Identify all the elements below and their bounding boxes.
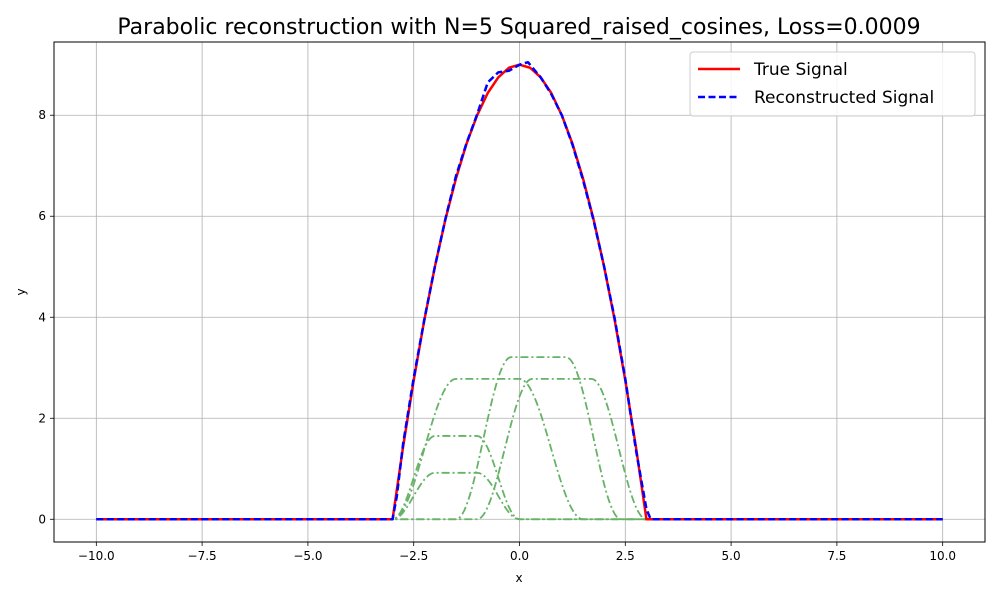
legend: True Signal Reconstructed Signal [689,51,976,117]
series-line-basis-function [96,435,943,521]
series-line-basis-function [96,377,943,521]
x-tick-label: 7.5 [827,549,846,563]
series-line-reconstructed-signal [96,60,943,521]
y-tick-label: 6 [38,209,46,223]
x-tick-label: −5.0 [293,549,322,563]
x-tick-label: −10.0 [78,549,115,563]
x-tick-label: 5.0 [722,549,741,563]
legend-label-true-signal: True Signal [753,60,848,80]
chart-title: Parabolic reconstruction with N=5 Square… [117,15,920,40]
x-axis-label: x [515,571,522,585]
ticks: −10.0 −7.5 −5.0 −2.5 0.0 2.5 5.0 7.5 10.0 0 2 4 6 8 [38,108,956,563]
x-tick-label: −7.5 [188,549,217,563]
x-tick-label: 0.0 [510,549,529,563]
y-tick-label: 2 [38,411,46,425]
y-axis-label: y [14,288,28,295]
legend-box [689,51,976,117]
x-tick-label: −2.5 [399,549,428,563]
legend-label-reconstructed-signal: Reconstructed Signal [754,88,934,108]
series-line-basis-function [96,377,943,521]
series-layer [96,60,943,521]
x-tick-label: 10.0 [929,549,956,563]
x-tick-label: 2.5 [616,549,635,563]
y-tick-label: 4 [38,310,46,324]
y-tick-label: 0 [38,512,46,526]
y-tick-label: 8 [38,108,46,122]
